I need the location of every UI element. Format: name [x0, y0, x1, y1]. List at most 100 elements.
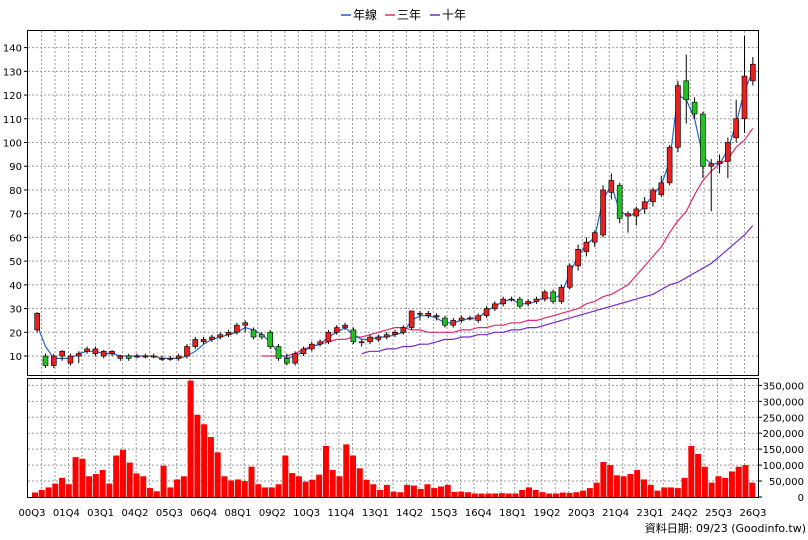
volume-bar	[322, 445, 329, 497]
candle	[67, 353, 74, 366]
volume-bar	[86, 476, 93, 497]
candle-body	[583, 241, 590, 252]
volume-bar	[525, 487, 532, 497]
candle-body	[159, 358, 165, 360]
volume-bar	[167, 487, 174, 497]
x-tick-label: 15Q3	[431, 508, 458, 519]
volume-bar	[546, 493, 553, 497]
volume-bar	[113, 455, 120, 497]
price-tick-label: 10	[9, 352, 22, 363]
candle-body	[392, 331, 398, 335]
candle-body	[625, 213, 631, 217]
candle	[741, 35, 748, 134]
candle-body	[541, 291, 548, 300]
candle-body	[383, 334, 390, 338]
candle-body	[342, 324, 348, 328]
candle	[200, 337, 207, 345]
volume-bar	[59, 477, 66, 497]
volume-bar	[640, 479, 647, 497]
volume-bar	[174, 479, 181, 497]
volume-bar	[701, 466, 708, 497]
volume-tick-label: 0	[798, 493, 804, 504]
candle	[284, 353, 290, 366]
candle	[383, 332, 390, 340]
price-tick-label: 40	[9, 281, 22, 292]
candle	[425, 310, 432, 319]
volume-bar	[52, 483, 59, 497]
volume-bar	[593, 482, 600, 497]
volume-bar	[586, 488, 593, 497]
candle	[308, 341, 315, 352]
price-tick-label: 30	[9, 305, 22, 316]
volume-bar	[350, 455, 357, 497]
volume-bar	[329, 469, 336, 497]
candle	[450, 318, 457, 328]
candle-body	[284, 358, 290, 364]
legend: 年線 三年 十年	[341, 7, 466, 22]
x-tick-label: 14Q2	[396, 508, 423, 519]
x-axis: 00Q3 01Q4 03Q1 04Q2 05Q3 06Q4 08Q1 09Q2 10Q3 11Q4…	[19, 508, 767, 519]
volume-bar	[607, 465, 614, 497]
x-tick-label: 25Q3	[705, 508, 732, 519]
candle	[533, 296, 540, 304]
three-year-line	[261, 127, 754, 357]
candle-body	[134, 355, 140, 358]
candle-body	[508, 298, 515, 301]
candle	[92, 346, 99, 357]
candle-body	[192, 339, 199, 347]
candle	[475, 313, 482, 323]
volume-bar	[390, 491, 397, 497]
candle-body	[417, 313, 423, 315]
volume-bar	[377, 489, 384, 497]
candle-body	[267, 331, 273, 347]
volume-bar	[647, 484, 654, 497]
candle	[59, 350, 65, 361]
x-tick-label: 18Q1	[499, 508, 526, 519]
candle-body	[51, 355, 57, 366]
price-tick-label: 70	[9, 210, 22, 221]
candle	[550, 289, 556, 304]
volume-bar	[498, 493, 505, 497]
price-tick-label: 50	[9, 257, 22, 268]
x-tick-label: 00Q3	[19, 508, 46, 519]
candle	[442, 315, 448, 328]
candle	[325, 329, 332, 345]
volume-bar	[383, 484, 390, 497]
candle	[317, 339, 323, 347]
volume-bar	[336, 476, 343, 497]
candle-body	[59, 350, 65, 357]
price-tick-label: 100	[3, 139, 22, 150]
volume-bar	[201, 424, 208, 497]
candle	[75, 351, 82, 364]
candle-body	[167, 358, 174, 360]
volume-bar	[444, 484, 451, 497]
x-tick-label: 16Q4	[465, 508, 492, 519]
volume-bar	[397, 492, 404, 497]
volume-bar	[133, 473, 140, 497]
candle-body	[333, 327, 340, 333]
candle	[467, 315, 473, 321]
volume-bar	[451, 491, 458, 497]
candle-body	[666, 146, 673, 184]
volume-bar	[228, 480, 235, 497]
volume-bar	[99, 469, 106, 497]
candle	[408, 310, 415, 330]
x-tick-label: 01Q4	[53, 508, 80, 519]
volume-bar	[119, 449, 126, 497]
candle	[117, 354, 124, 361]
candle	[700, 111, 706, 179]
candle-body	[142, 355, 149, 358]
volume-bar	[356, 468, 363, 497]
candle-body	[109, 350, 115, 354]
x-tick-label: 06Q4	[190, 508, 217, 519]
candle-body	[259, 334, 265, 338]
volume-tick-label: 200,000	[763, 429, 804, 440]
grid-lines	[28, 31, 758, 497]
volume-bar	[654, 490, 661, 497]
price-tick-label: 110	[3, 115, 22, 126]
volume-bar	[241, 481, 248, 497]
candle-body	[558, 286, 565, 302]
volume-bar	[634, 469, 641, 497]
candle	[209, 334, 215, 342]
volume-bar	[72, 457, 79, 497]
